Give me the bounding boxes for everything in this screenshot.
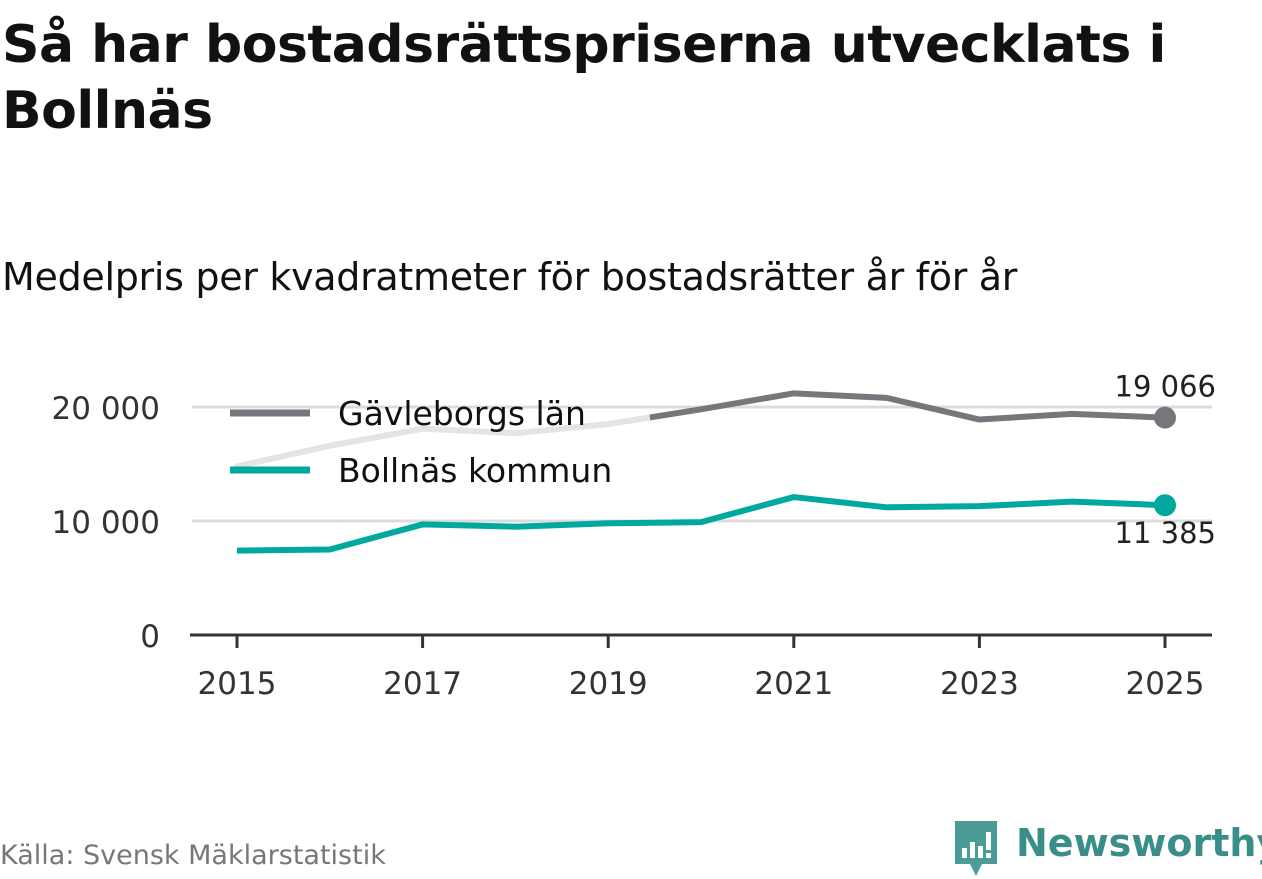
x-axis: 2015 2017 2019 2021 2023 2025 bbox=[190, 633, 1212, 702]
series-line-bollnas-kommun bbox=[236, 494, 1166, 554]
legend-label-bollnas-kommun: Bollnäs kommun bbox=[338, 451, 612, 490]
brand-logo-group: Newsworthy bbox=[952, 818, 1262, 878]
legend-label-gavleborgs-lan: Gävleborgs län bbox=[338, 394, 586, 433]
end-point-gavleborgs-lan bbox=[1154, 406, 1176, 429]
x-tick-label: 2021 bbox=[754, 666, 833, 702]
end-labels: 19 066 11 385 bbox=[1115, 370, 1216, 551]
source-note: Källa: Svensk Mäklarstatistik bbox=[0, 840, 386, 871]
series-layer bbox=[236, 390, 1176, 554]
y-tick-label: 10 000 bbox=[52, 505, 160, 541]
end-point-bollnas-kommun bbox=[1154, 494, 1176, 517]
y-axis-labels: 0 10 000 20 000 bbox=[52, 391, 160, 655]
y-tick-label: 0 bbox=[140, 619, 160, 655]
x-tick-label: 2023 bbox=[940, 666, 1019, 702]
newsworthy-logo-icon bbox=[955, 821, 997, 876]
chart-title: Så har bostadsrättspriserna utvecklats i… bbox=[2, 15, 1166, 141]
end-label-bollnas-kommun: 11 385 bbox=[1115, 516, 1216, 550]
end-label-gavleborgs-lan: 19 066 bbox=[1115, 370, 1216, 404]
line-chart: 2015 2017 2019 2021 2023 2025 0 10 000 20 000 1… bbox=[52, 370, 1216, 702]
chart-subtitle: Medelpris per kvadratmeter för bostadsrä… bbox=[2, 255, 1018, 299]
legend-ghost-layer bbox=[234, 414, 653, 470]
x-tick-label: 2017 bbox=[383, 666, 462, 702]
x-tick-label: 2019 bbox=[569, 666, 648, 702]
county-line-faded bbox=[234, 414, 653, 470]
y-tick-label: 20 000 bbox=[52, 391, 160, 427]
legend: Gävleborgs län Bollnäs kommun bbox=[230, 394, 612, 490]
x-tick-label: 2015 bbox=[198, 666, 277, 702]
series-line-gavleborgs-lan bbox=[649, 390, 1166, 423]
x-tick-label: 2025 bbox=[1126, 666, 1205, 702]
brand-name: Newsworthy bbox=[1016, 821, 1262, 865]
